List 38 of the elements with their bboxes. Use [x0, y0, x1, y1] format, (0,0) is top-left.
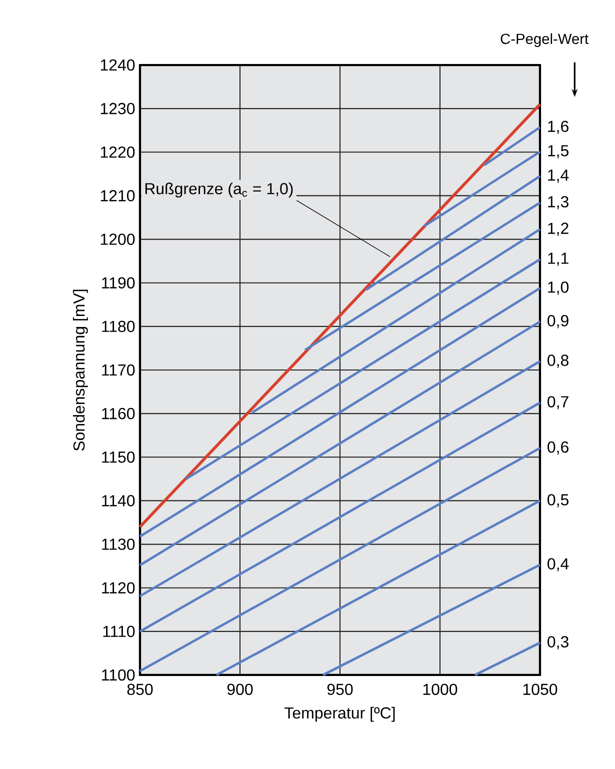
- annotation: Rußgrenze (a$_{c}$ = 1,0): [145, 182, 293, 198]
- series-label: 0,8: [548, 354, 568, 368]
- series-label: 1,3: [548, 196, 568, 210]
- series-label: 1,2: [548, 222, 568, 236]
- series-label: 1,5: [548, 145, 568, 158]
- y-axis-title: Sondenspannung [mV]: [72, 290, 88, 451]
- x-tick-label: 1050: [523, 684, 558, 696]
- y-tick-label: 1180: [102, 320, 135, 332]
- y-tick-label: 1170: [102, 364, 135, 376]
- x-axis-title: Temperatur [ºC]: [284, 706, 395, 722]
- series-label: 0,3: [548, 636, 568, 650]
- y-tick-label: 1140: [102, 495, 135, 506]
- y-tick-label: 1120: [102, 582, 135, 594]
- y-tick-label: 1100: [102, 669, 135, 681]
- y-tick-label: 1110: [103, 626, 135, 638]
- y-tick-label: 1200: [100, 234, 135, 245]
- y-tick-label: 1130: [102, 538, 135, 550]
- series-label: 1,0: [548, 281, 569, 295]
- y-tick-label: 1150: [102, 451, 135, 463]
- series-label: 0,7: [548, 396, 568, 410]
- y-tick-label: 1230: [100, 102, 135, 114]
- x-tick-label: 1000: [423, 684, 458, 696]
- y-tick-label: 1190: [102, 277, 135, 289]
- x-tick-label: 950: [327, 684, 353, 696]
- series-label: 1,1: [548, 252, 568, 266]
- y-tick-label: 1240: [100, 59, 135, 71]
- series-label: 0,4: [548, 558, 569, 572]
- x-tick-label: 850: [127, 684, 153, 696]
- x-tick-label: 900: [227, 684, 253, 696]
- y-tick-label: 1210: [100, 190, 135, 202]
- y-tick-label: 1220: [100, 146, 135, 158]
- series-label: 0,5: [548, 494, 568, 508]
- series-label: 0,6: [548, 441, 568, 455]
- y-tick-label: 1160: [102, 408, 135, 420]
- series-label: 1,4: [548, 170, 569, 183]
- text: C-Pegel-Wert: [500, 33, 588, 47]
- series-label: 1,6: [548, 120, 568, 134]
- series-label: 0,9: [548, 315, 568, 328]
